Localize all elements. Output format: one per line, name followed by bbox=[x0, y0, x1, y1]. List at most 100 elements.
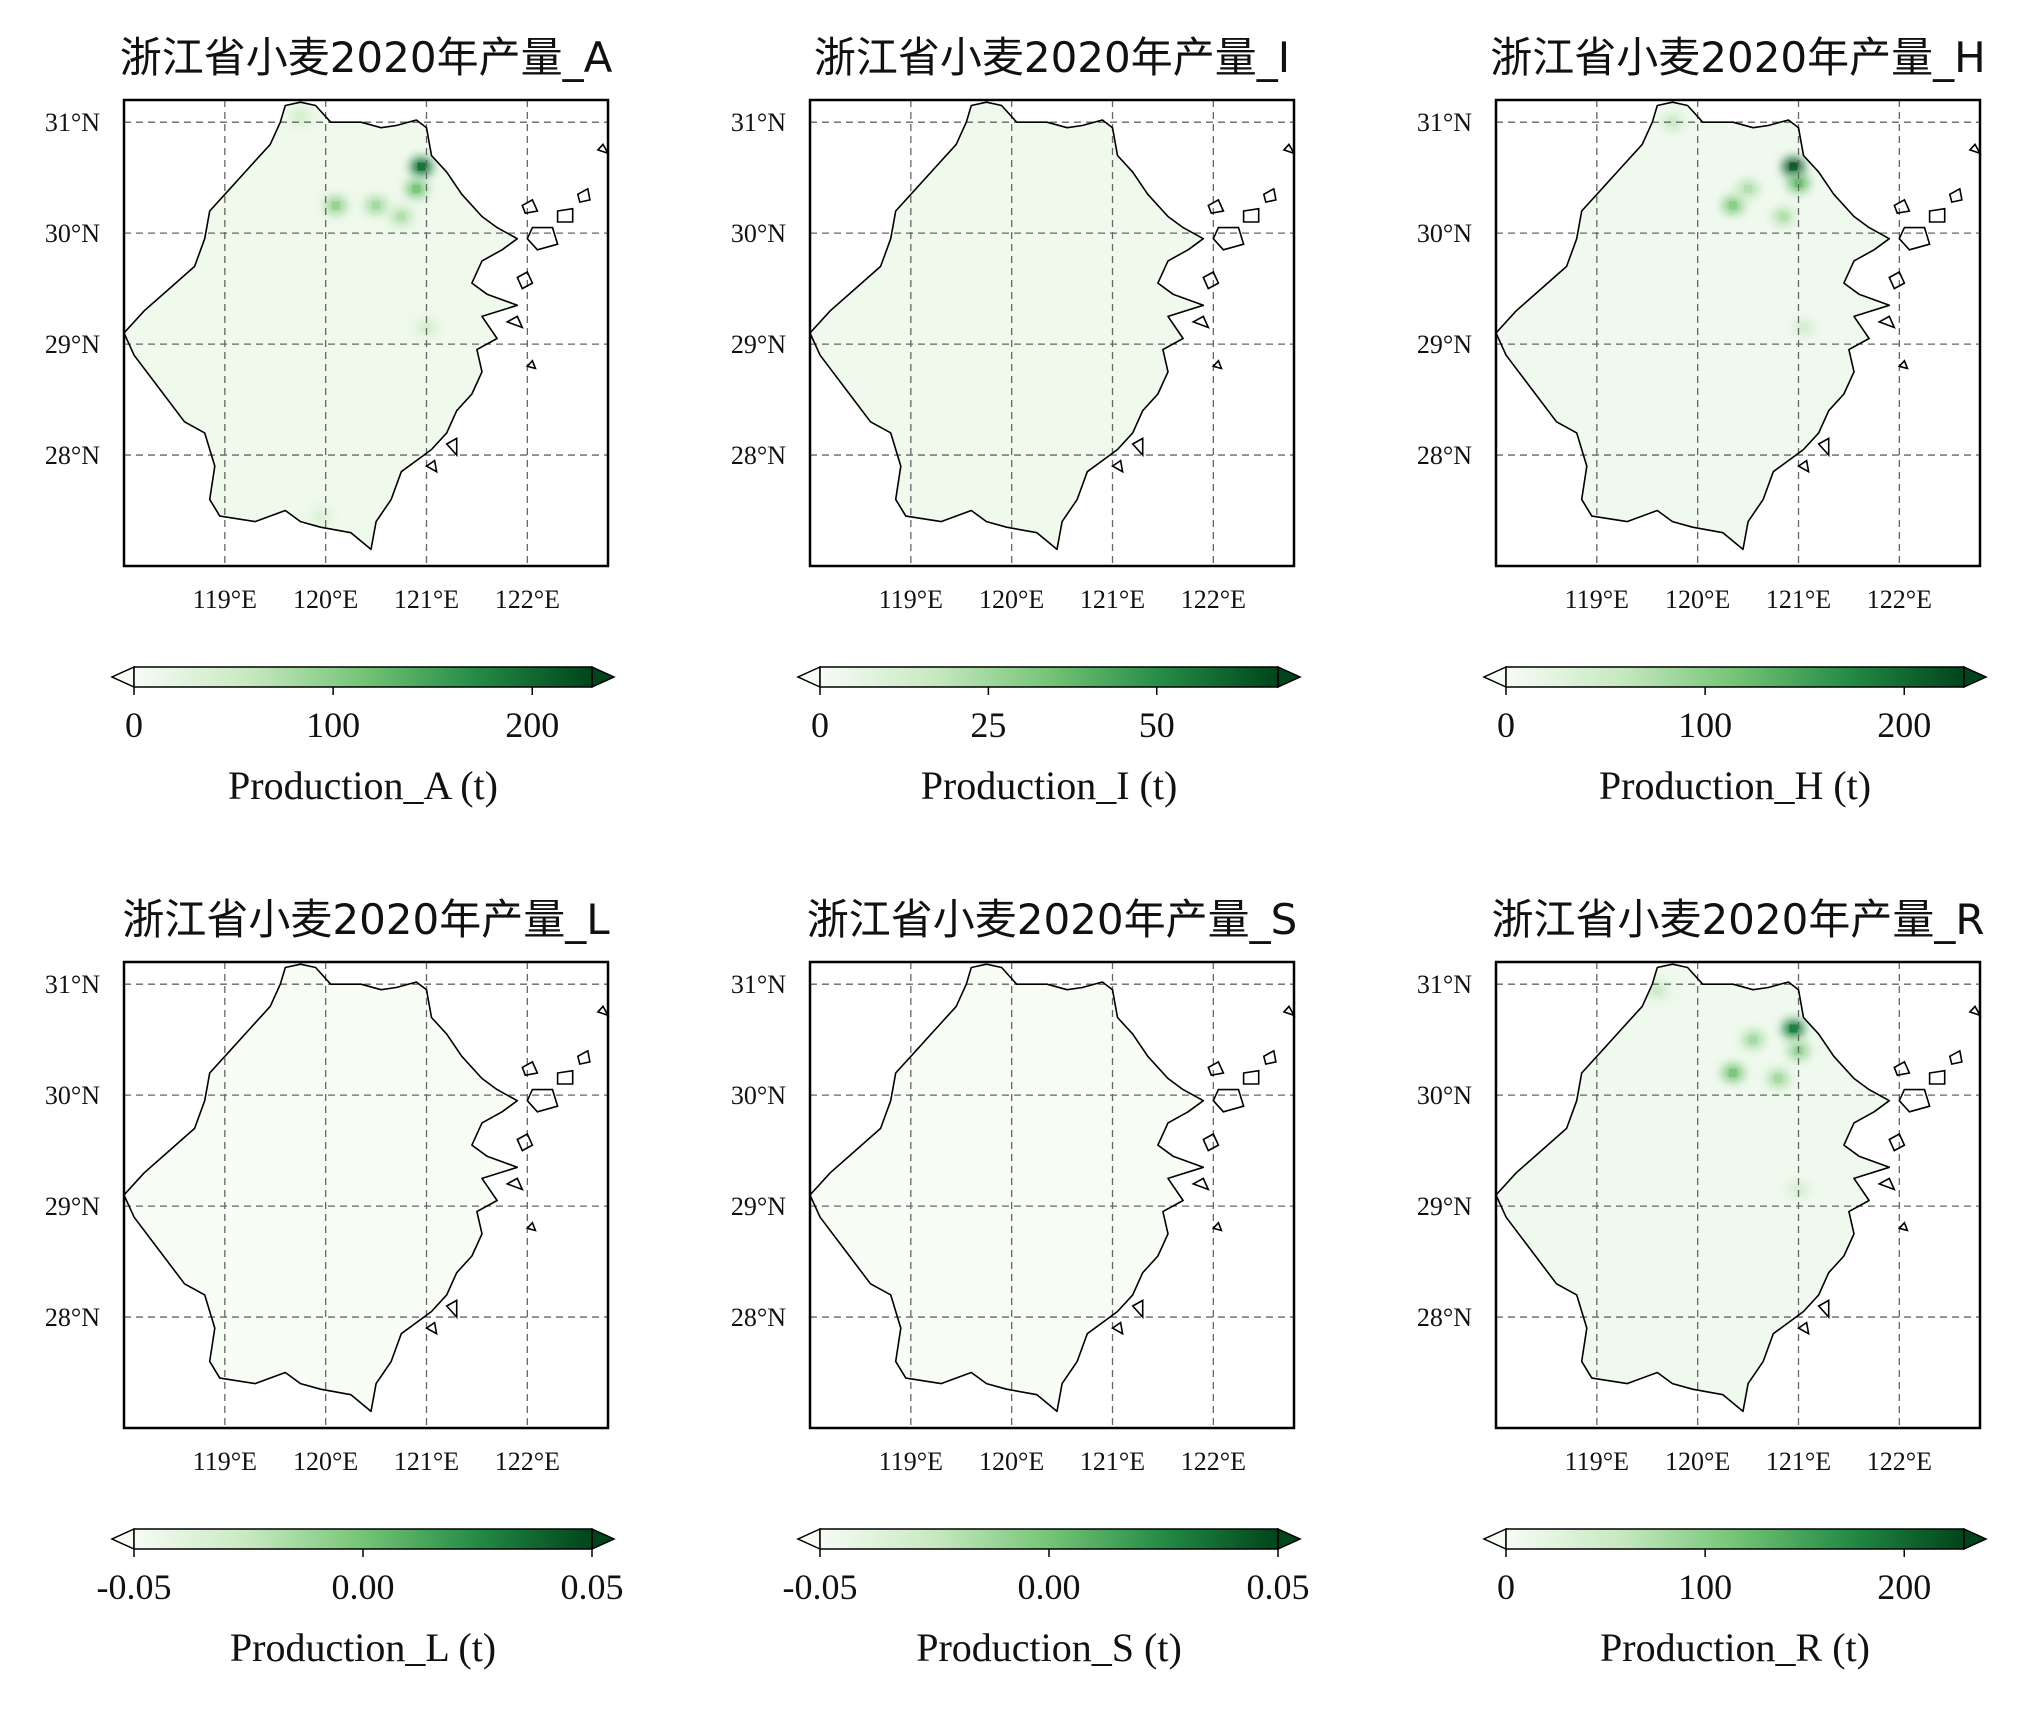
island-outline bbox=[1897, 359, 1909, 370]
lat-tick-label: 29°N bbox=[731, 330, 786, 359]
island-outline bbox=[1202, 270, 1220, 290]
island-outline bbox=[1898, 226, 1931, 251]
island-outline bbox=[1131, 437, 1144, 458]
map-panel: 浙江省小麦2020年产量_R 31°N 30°N 29°N 28°N 119°E 120°E… bbox=[1417, 895, 1988, 1670]
map-frame bbox=[1494, 960, 1982, 1430]
island-outline bbox=[1191, 1177, 1210, 1191]
lon-tick-label: 122°E bbox=[495, 1447, 560, 1476]
panel-title: 浙江省小麦2020年产量_R bbox=[1491, 895, 1984, 944]
map-frame bbox=[122, 960, 610, 1430]
lon-tick-label: 122°E bbox=[1867, 585, 1932, 614]
colorbar-tick-label: 0.00 bbox=[332, 1567, 395, 1607]
island-outline bbox=[1212, 226, 1245, 251]
island-outline bbox=[526, 1088, 559, 1113]
heatmap-cell bbox=[1789, 162, 1798, 171]
lon-tick-label: 121°E bbox=[1766, 1447, 1831, 1476]
island-outline bbox=[424, 459, 438, 474]
lat-tick-label: 28°N bbox=[45, 441, 100, 470]
island-outline bbox=[1211, 1221, 1223, 1232]
lon-tick-label: 119°E bbox=[1565, 1447, 1629, 1476]
colorbar-tick-label: 200 bbox=[505, 705, 559, 745]
panel-title: 浙江省小麦2020年产量_H bbox=[1490, 33, 1985, 82]
island-outline bbox=[516, 1132, 534, 1152]
colorbar-gradient bbox=[819, 666, 1279, 688]
heatmap-cell bbox=[1749, 1035, 1758, 1044]
island-outline bbox=[525, 359, 537, 370]
lon-tick-label: 121°E bbox=[1766, 585, 1831, 614]
lon-tick-label: 119°E bbox=[879, 585, 943, 614]
province-boundary bbox=[1495, 101, 1891, 551]
province-boundary bbox=[809, 101, 1205, 551]
province-boundary bbox=[809, 963, 1205, 1413]
lat-tick-label: 30°N bbox=[45, 1081, 100, 1110]
island-outline bbox=[556, 1069, 574, 1085]
heatmap-cell bbox=[1799, 323, 1808, 332]
island-outline bbox=[1968, 1005, 1982, 1017]
heatmap-cell bbox=[397, 212, 406, 221]
island-outline bbox=[576, 1049, 591, 1066]
panel-title: 浙江省小麦2020年产量_A bbox=[120, 33, 613, 82]
map-panel: 浙江省小麦2020年产量_S 31°N 30°N 29°N 28°N 119°E 120°E… bbox=[731, 895, 1310, 1670]
lat-tick-label: 31°N bbox=[1417, 970, 1472, 999]
map-panel: 浙江省小麦2020年产量_A 31°N 30°N 29°N 28°N 119°E 120°E… bbox=[45, 33, 616, 808]
island-outline bbox=[556, 207, 574, 223]
colorbar-extend-low bbox=[796, 1527, 821, 1551]
island-outline bbox=[1191, 315, 1210, 329]
island-outline bbox=[596, 1005, 610, 1017]
island-outline bbox=[1928, 207, 1946, 223]
heatmap-cell bbox=[417, 162, 426, 171]
map-frame bbox=[808, 960, 1296, 1430]
lat-tick-label: 31°N bbox=[1417, 108, 1472, 137]
lon-tick-label: 121°E bbox=[1080, 585, 1145, 614]
map-frame bbox=[122, 98, 610, 568]
lat-tick-label: 30°N bbox=[731, 219, 786, 248]
colorbar-tick-label: 0 bbox=[125, 705, 143, 745]
lon-tick-label: 120°E bbox=[979, 1447, 1044, 1476]
heatmap-cell bbox=[1779, 212, 1788, 221]
heatmap-cell bbox=[1744, 184, 1753, 193]
island-outline bbox=[576, 187, 591, 204]
lon-tick-label: 120°E bbox=[293, 585, 358, 614]
colorbar-tick-label: 100 bbox=[1678, 705, 1732, 745]
colorbar-label: Production_A (t) bbox=[228, 763, 498, 808]
province-boundary bbox=[1495, 963, 1891, 1413]
island-outline bbox=[1968, 143, 1982, 155]
lon-tick-label: 121°E bbox=[394, 1447, 459, 1476]
colorbar-tick-label: 200 bbox=[1877, 705, 1931, 745]
colorbar-label: Production_H (t) bbox=[1599, 763, 1871, 808]
colorbar-tick-label: 0.05 bbox=[1247, 1567, 1310, 1607]
province-boundary bbox=[123, 963, 519, 1413]
map-panel: 浙江省小麦2020年产量_I 31°N 30°N 29°N 28°N 119°E 120°E… bbox=[731, 33, 1302, 808]
lat-tick-label: 29°N bbox=[731, 1192, 786, 1221]
heatmap-cell bbox=[316, 512, 325, 521]
colorbar-gradient bbox=[133, 666, 593, 688]
lon-tick-label: 122°E bbox=[1181, 1447, 1246, 1476]
lat-tick-label: 28°N bbox=[731, 441, 786, 470]
colorbar-extend-high bbox=[591, 1527, 616, 1551]
map-frame bbox=[808, 98, 1296, 568]
lat-tick-label: 30°N bbox=[1417, 1081, 1472, 1110]
colorbar-gradient bbox=[1505, 666, 1965, 688]
lon-tick-label: 122°E bbox=[1867, 1447, 1932, 1476]
colorbar-extend-low bbox=[110, 665, 135, 689]
island-outline bbox=[1877, 1177, 1896, 1191]
island-outline bbox=[526, 226, 559, 251]
lat-tick-label: 31°N bbox=[731, 970, 786, 999]
lat-tick-label: 31°N bbox=[45, 970, 100, 999]
island-outline bbox=[1893, 1060, 1911, 1077]
colorbar-extend-high bbox=[1963, 665, 1988, 689]
lat-tick-label: 31°N bbox=[45, 108, 100, 137]
colorbar-tick-label: 0.00 bbox=[1018, 1567, 1081, 1607]
colorbar-tick-label: 200 bbox=[1877, 1567, 1931, 1607]
heatmap-layer bbox=[1496, 964, 1890, 1412]
lon-tick-label: 121°E bbox=[394, 585, 459, 614]
lon-tick-label: 119°E bbox=[1565, 585, 1629, 614]
lat-tick-label: 28°N bbox=[1417, 441, 1472, 470]
heatmap-cell bbox=[422, 323, 431, 332]
island-outline bbox=[1242, 1069, 1260, 1085]
colorbar-label: Production_L (t) bbox=[230, 1625, 496, 1670]
island-outline bbox=[1817, 1299, 1830, 1320]
colorbar-tick-label: 0.05 bbox=[561, 1567, 624, 1607]
island-outline bbox=[1796, 459, 1810, 474]
